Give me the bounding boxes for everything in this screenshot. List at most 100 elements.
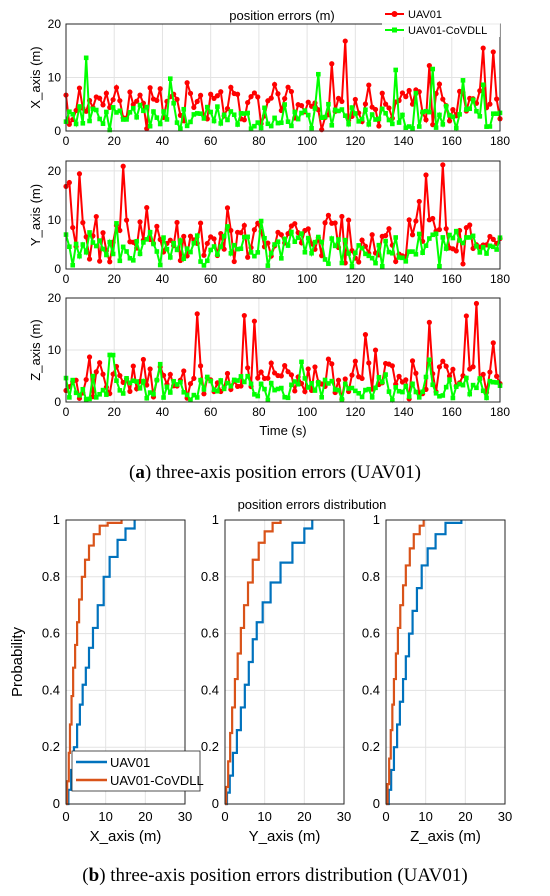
data-point	[265, 240, 271, 246]
data-point	[437, 263, 442, 269]
data-point	[349, 385, 355, 391]
data-point	[154, 223, 160, 229]
caption-a: (a) three-axis position errors (UAV01)	[129, 462, 421, 483]
data-point	[90, 240, 96, 245]
data-point	[279, 385, 284, 391]
data-point	[107, 259, 113, 265]
data-point	[312, 106, 318, 111]
x-tick-label: 40	[156, 405, 170, 419]
data-point	[201, 116, 207, 121]
data-point	[100, 387, 106, 393]
data-point	[228, 383, 234, 389]
data-point	[460, 261, 466, 267]
data-point	[271, 81, 278, 88]
data-point	[410, 381, 415, 387]
data-point	[228, 84, 234, 90]
x-tick-label: 20	[108, 405, 122, 419]
data-point	[147, 229, 153, 235]
data-point	[413, 251, 419, 257]
data-point	[305, 226, 311, 232]
data-point	[339, 107, 345, 112]
data-point	[255, 94, 261, 100]
data-point	[171, 240, 176, 246]
data-point	[194, 111, 200, 116]
data-point	[77, 393, 82, 398]
data-point	[251, 318, 258, 324]
data-point	[379, 106, 385, 112]
data-point	[288, 88, 295, 95]
y-tick-label: 0	[54, 395, 61, 409]
data-point	[225, 380, 230, 386]
data-point	[366, 122, 372, 127]
data-point	[157, 121, 163, 127]
y-tick-label: 0.4	[42, 682, 60, 697]
y-tick-label: 20	[48, 17, 62, 31]
data-point	[366, 360, 372, 366]
cdf-line-uav01	[386, 520, 463, 806]
timeseries-panel-1: 0 20 40 60 80 100 120 140 160 180 0 10 20 X_axis (m)	[28, 17, 510, 148]
data-point	[218, 89, 224, 95]
data-point	[70, 111, 76, 117]
cdf-line-covdll	[66, 520, 123, 806]
x-tick-label: 20	[138, 809, 152, 824]
data-point	[275, 120, 281, 126]
y-tick-label: 20	[48, 164, 62, 178]
data-point	[426, 319, 432, 325]
data-point	[73, 241, 79, 247]
data-point	[198, 111, 203, 116]
data-point	[268, 380, 274, 386]
data-point	[161, 109, 166, 114]
data-point	[477, 88, 483, 94]
data-point	[416, 395, 422, 400]
data-point	[440, 235, 446, 240]
x-tick-label: 100	[297, 405, 317, 419]
data-point	[325, 212, 332, 218]
data-point	[110, 97, 116, 103]
x-tick-label: 100	[297, 134, 317, 148]
data-point	[299, 110, 304, 116]
cdf-line-covdll	[386, 520, 425, 806]
data-point	[218, 378, 224, 383]
y-axis-label: Y_axis (m)	[28, 184, 43, 246]
data-point	[342, 38, 348, 44]
data-point	[457, 112, 462, 117]
data-point	[487, 233, 493, 240]
data-point	[90, 106, 96, 112]
data-point	[494, 380, 499, 385]
data-point	[430, 66, 436, 72]
data-point	[450, 366, 456, 372]
data-point	[255, 393, 261, 399]
data-point	[272, 387, 277, 393]
figure-a-title: position errors (m)	[229, 8, 334, 23]
data-point	[90, 373, 96, 379]
data-point	[87, 230, 92, 235]
data-point	[127, 388, 133, 394]
data-point	[67, 244, 72, 249]
x-tick-label: 10	[418, 809, 432, 824]
data-point	[477, 114, 483, 119]
axes-box	[65, 160, 501, 270]
data-point	[245, 99, 251, 106]
data-point	[100, 121, 106, 126]
data-point	[416, 124, 422, 129]
data-point	[221, 386, 227, 392]
data-point	[416, 231, 422, 237]
data-point	[107, 239, 113, 245]
data-point	[110, 251, 116, 257]
data-point	[252, 253, 257, 259]
data-point	[238, 246, 244, 252]
data-point	[484, 251, 489, 256]
data-point	[124, 375, 129, 381]
data-point	[423, 374, 429, 380]
data-point	[184, 123, 190, 129]
data-point	[494, 111, 499, 116]
x-tick-label: 10	[257, 809, 271, 824]
data-point	[470, 364, 476, 370]
data-point	[242, 379, 247, 385]
x-tick-label: 80	[252, 134, 266, 148]
data-point	[403, 259, 409, 264]
data-point	[238, 383, 244, 389]
data-point	[450, 395, 456, 401]
x-tick-label: 20	[458, 809, 472, 824]
